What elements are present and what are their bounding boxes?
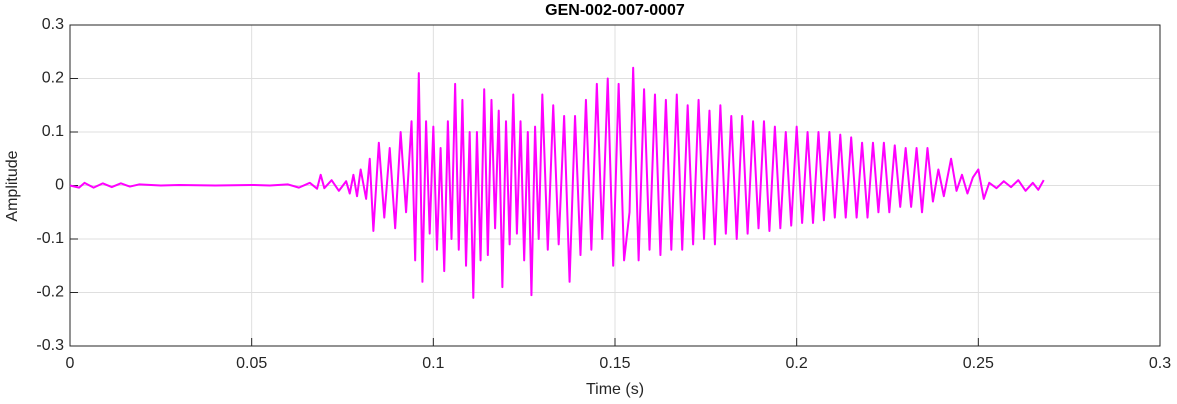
y-tick-label: -0.3 [36,337,64,354]
x-tick-label: 0.05 [236,355,267,372]
x-tick-label: 0.1 [422,355,444,372]
x-tick-label: 0.3 [1149,355,1171,372]
chart-title: GEN-002-007-0007 [545,2,685,19]
y-tick-label: 0.2 [42,70,64,87]
y-axis-label: Amplitude [4,150,21,221]
waveform-line [69,66,1045,299]
y-tick-label: -0.2 [36,284,64,301]
x-tick-label: 0.25 [963,355,994,372]
x-axis-label: Time (s) [586,381,644,398]
y-tick-label: -0.1 [36,230,64,247]
y-tick-label: 0.3 [42,16,64,33]
x-tick-label: 0.15 [599,355,630,372]
x-tick-label: 0 [66,355,75,372]
y-tick-label: 0.1 [42,123,64,140]
x-tick-label: 0.2 [786,355,808,372]
y-tick-label: 0 [55,177,64,194]
